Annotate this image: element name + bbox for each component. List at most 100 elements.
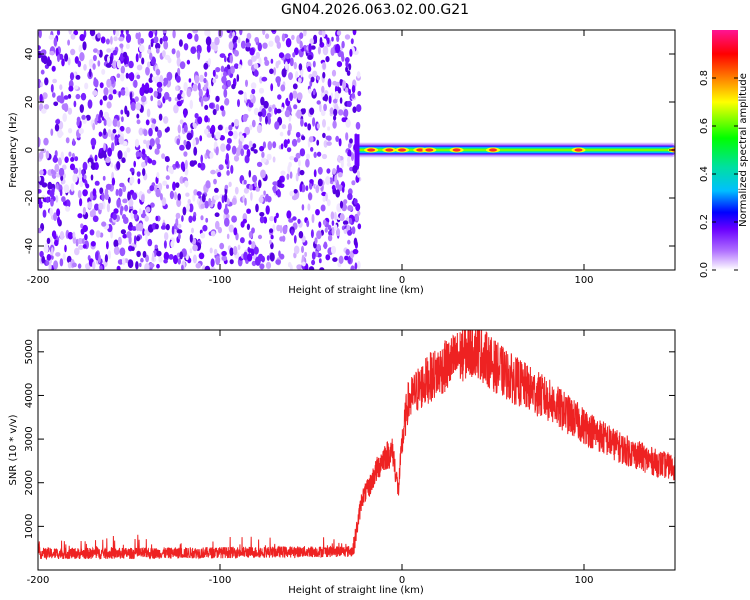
noise-speckle	[119, 52, 124, 62]
noise-speckle	[49, 208, 53, 217]
noise-speckle	[266, 255, 270, 261]
noise-speckle	[237, 244, 241, 251]
noise-speckle	[89, 68, 92, 78]
noise-speckle	[208, 198, 212, 206]
noise-speckle	[292, 52, 296, 58]
noise-speckle	[221, 250, 227, 257]
noise-speckle	[79, 198, 83, 207]
noise-speckle	[350, 265, 355, 270]
noise-speckle	[267, 141, 273, 151]
noise-speckle	[226, 137, 232, 144]
noise-speckle	[90, 162, 97, 171]
noise-speckle	[55, 252, 61, 257]
noise-speckle	[257, 111, 263, 117]
noise-speckle	[309, 107, 315, 115]
noise-speckle	[240, 135, 245, 143]
noise-speckle	[140, 257, 144, 263]
spectral-peak	[489, 148, 497, 152]
noise-speckle	[183, 43, 189, 51]
noise-speckle	[233, 245, 238, 256]
noise-speckle	[335, 43, 341, 54]
noise-speckle	[175, 182, 180, 189]
noise-speckle	[55, 47, 59, 57]
noise-speckle	[168, 96, 172, 102]
noise-speckle	[353, 198, 358, 205]
noise-speckle	[162, 50, 166, 58]
noise-speckle	[137, 36, 141, 45]
noise-speckle	[155, 137, 160, 146]
noise-speckle	[164, 156, 170, 162]
noise-speckle	[277, 179, 282, 188]
noise-speckle	[209, 247, 213, 254]
noise-speckle	[167, 165, 174, 174]
noise-speckle	[210, 169, 216, 175]
noise-speckle	[119, 182, 125, 188]
noise-speckle	[346, 162, 352, 167]
noise-speckle	[266, 153, 272, 161]
noise-speckle	[280, 143, 284, 150]
noise-speckle	[231, 197, 237, 205]
noise-speckle	[342, 80, 347, 89]
noise-speckle	[339, 97, 343, 104]
noise-speckle	[176, 57, 181, 67]
noise-speckle	[322, 45, 329, 56]
y-tick-label: 1000	[24, 514, 35, 539]
noise-speckle	[112, 128, 117, 134]
noise-speckle	[324, 227, 328, 233]
noise-speckle	[331, 184, 336, 191]
noise-speckle	[103, 119, 107, 126]
noise-speckle	[67, 94, 72, 99]
noise-speckle	[125, 72, 129, 79]
noise-speckle	[352, 30, 357, 36]
noise-speckle	[131, 226, 137, 231]
noise-speckle	[121, 257, 126, 266]
noise-speckle	[57, 54, 60, 62]
noise-speckle	[57, 157, 62, 166]
noise-speckle	[259, 263, 265, 270]
noise-speckle	[300, 118, 304, 127]
noise-speckle	[309, 38, 314, 45]
noise-speckle	[270, 58, 274, 64]
noise-speckle	[233, 63, 239, 69]
noise-speckle	[43, 104, 50, 110]
spectral-peak	[574, 148, 583, 152]
noise-speckle	[327, 78, 332, 88]
noise-speckle	[297, 92, 303, 101]
noise-speckle	[209, 102, 214, 109]
noise-speckle	[118, 36, 124, 42]
noise-speckle	[204, 128, 209, 135]
noise-speckle	[134, 96, 139, 102]
noise-speckle	[142, 168, 146, 177]
noise-speckle	[338, 255, 344, 264]
noise-speckle	[351, 180, 356, 186]
noise-speckle	[144, 263, 150, 270]
noise-speckle	[97, 254, 101, 264]
noise-speckle	[357, 210, 361, 216]
noise-speckle	[124, 55, 127, 65]
noise-speckle	[275, 212, 279, 219]
noise-speckle	[324, 90, 329, 96]
noise-speckle	[136, 119, 141, 125]
noise-speckle	[290, 264, 293, 270]
noise-speckle	[203, 62, 209, 70]
noise-speckle	[76, 116, 81, 124]
noise-speckle	[106, 48, 112, 53]
noise-speckle	[285, 53, 291, 60]
noise-speckle	[243, 179, 247, 185]
noise-speckle	[56, 183, 59, 190]
noise-speckle	[102, 175, 106, 181]
noise-speckle	[136, 64, 143, 71]
noise-speckle	[172, 30, 176, 39]
noise-speckle	[265, 33, 270, 39]
noise-speckle	[145, 254, 150, 263]
noise-speckle	[332, 120, 337, 129]
noise-speckle	[182, 206, 187, 216]
noise-speckle	[110, 133, 115, 141]
noise-speckle	[257, 234, 263, 240]
noise-speckle	[129, 91, 133, 102]
noise-speckle	[296, 109, 302, 119]
noise-speckle	[262, 141, 266, 149]
noise-speckle	[176, 50, 181, 59]
noise-speckle	[204, 115, 209, 123]
noise-speckle	[112, 212, 117, 221]
